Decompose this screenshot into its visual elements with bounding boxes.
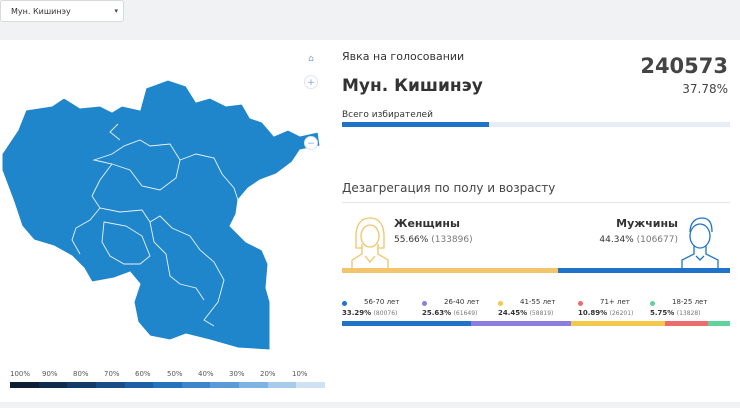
age-stats: 10.89% (26201) <box>578 309 633 317</box>
age-percent: 24.45% <box>498 309 528 317</box>
turnout-progress-fill <box>342 122 489 127</box>
age-count: (58819) <box>529 310 554 317</box>
women-percent: 55.66% <box>394 235 429 245</box>
age-stats: 5.75% (13828) <box>650 309 701 317</box>
age-distribution-bar <box>342 321 730 326</box>
legend-swatch <box>267 382 297 388</box>
age-segment <box>707 321 730 326</box>
legend-label: 90% <box>42 370 58 378</box>
men-stats: 44.34% (106677) <box>599 235 678 245</box>
age-segment <box>570 321 666 326</box>
turnout-count: 240573 <box>640 54 728 78</box>
women-label: Женщины <box>394 217 460 230</box>
gender-breakdown: Женщины 55.66% (133896) Мужчины 44.34% (… <box>342 208 730 270</box>
map-legend: 100% 90% 80% 70% 60% 50% 40% 30% 20% 10% <box>10 370 326 388</box>
turnout-title: Явка на голосовании <box>342 50 465 63</box>
age-label: 56-70 лет <box>364 298 400 306</box>
legend-swatch <box>67 382 96 388</box>
legend-label: 100% <box>10 370 31 378</box>
turnout-progress-track <box>342 122 730 127</box>
legend-swatch <box>296 382 326 388</box>
legend-swatch <box>210 382 240 388</box>
men-label: Мужчины <box>616 217 678 230</box>
age-segment <box>665 321 708 326</box>
total-voters-label: Всего избирателей <box>342 110 433 120</box>
legend-swatch <box>124 382 154 388</box>
chisinau-map[interactable]: · <box>0 50 330 360</box>
zoom-out-icon[interactable]: − <box>304 136 318 150</box>
legend-swatch <box>10 382 39 388</box>
legend-label: 20% <box>260 370 276 378</box>
age-label: 26-40 лет <box>444 298 480 306</box>
age-dot <box>578 301 583 306</box>
age-dot <box>650 301 655 306</box>
age-label: 18-25 лет <box>672 298 708 306</box>
age-groups: 56-70 лет 33.29% (80076) 26-40 лет 25.63… <box>342 298 730 318</box>
men-count: (106677) <box>636 235 678 245</box>
women-stats: 55.66% (133896) <box>394 235 473 245</box>
legend-label: 70% <box>104 370 120 378</box>
age-dot <box>342 301 347 306</box>
age-label: 71+ лет <box>600 298 630 306</box>
municipality-shape[interactable] <box>1 79 321 351</box>
age-count: (26201) <box>609 310 634 317</box>
age-count: (13828) <box>676 310 701 317</box>
women-segment <box>342 268 558 273</box>
men-segment <box>557 268 730 273</box>
age-count: (80076) <box>373 310 398 317</box>
legend-swatch <box>153 382 182 388</box>
zoom-in-icon[interactable]: + <box>304 75 318 89</box>
legend-label: 80% <box>73 370 89 378</box>
age-segment <box>342 321 472 326</box>
legend-color-scale <box>10 382 326 388</box>
legend-swatch <box>38 382 68 388</box>
map-panel: · ⌂ + − 100% 90% 80% 70% 60% 50% 40% 30%… <box>0 40 330 402</box>
legend-swatch <box>95 382 125 388</box>
legend-label: 60% <box>135 370 151 378</box>
age-stats: 24.45% (58819) <box>498 309 553 317</box>
divider <box>342 202 730 203</box>
disaggregation-title: Дезагрегация по полу и возрасту <box>342 181 556 195</box>
age-stats: 25.63% (61649) <box>422 309 477 317</box>
gender-bar <box>342 268 730 273</box>
age-dot <box>498 301 503 306</box>
legend-labels: 100% 90% 80% 70% 60% 50% 40% 30% 20% 10% <box>10 370 325 380</box>
age-stats: 33.29% (80076) <box>342 309 397 317</box>
legend-label: 50% <box>167 370 183 378</box>
age-percent: 33.29% <box>342 309 372 317</box>
legend-label: 40% <box>198 370 214 378</box>
stats-panel: Явка на голосовании Мун. Кишинэу 240573 … <box>342 40 732 402</box>
woman-icon <box>351 217 389 270</box>
legend-label: 30% <box>229 370 245 378</box>
men-percent: 44.34% <box>599 235 634 245</box>
legend-swatch <box>181 382 211 388</box>
man-icon <box>681 217 719 270</box>
dashboard-card: · ⌂ + − 100% 90% 80% 70% 60% 50% 40% 30%… <box>0 40 740 402</box>
age-label: 41-55 лет <box>520 298 556 306</box>
legend-swatch <box>239 382 268 388</box>
age-percent: 25.63% <box>422 309 452 317</box>
sector-borders <box>71 123 239 327</box>
age-percent: 10.89% <box>578 309 608 317</box>
turnout-region: Мун. Кишинэу <box>342 76 483 96</box>
age-count: (61649) <box>453 310 478 317</box>
age-percent: 5.75% <box>650 309 675 317</box>
map-scale-mark: · <box>304 279 306 286</box>
home-icon[interactable]: ⌂ <box>304 52 318 66</box>
turnout-percent: 37.78% <box>682 82 728 96</box>
legend-label: 10% <box>292 370 308 378</box>
women-count: (133896) <box>431 235 473 245</box>
chevron-down-icon: ▾ <box>114 7 118 15</box>
region-select-value: Мун. Кишинэу <box>11 7 71 16</box>
region-select[interactable]: Мун. Кишинэу ▾ <box>0 0 124 22</box>
age-dot <box>422 301 427 306</box>
age-segment <box>471 321 571 326</box>
